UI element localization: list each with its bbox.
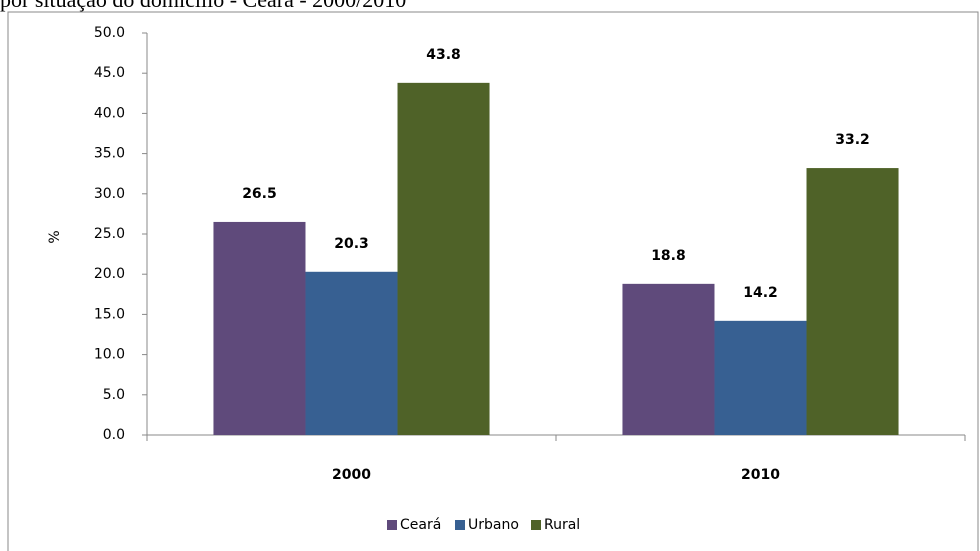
- y-tick-label: 50.0: [94, 25, 125, 41]
- bar: [213, 221, 306, 435]
- y-tick-label: 35.0: [94, 146, 125, 162]
- y-tick-label: 25.0: [94, 226, 125, 242]
- y-tick-label: 10.0: [94, 347, 125, 363]
- value-label: 33.2: [835, 132, 870, 148]
- value-label: 14.2: [743, 285, 778, 301]
- value-label: 20.3: [334, 236, 369, 252]
- y-tick-label: 20.0: [94, 266, 125, 282]
- x-tick-label: 2000: [332, 467, 371, 483]
- legend-label: Rural: [544, 517, 580, 533]
- value-label: 18.8: [651, 248, 686, 264]
- legend-label: Urbano: [468, 517, 519, 533]
- legend-label: Ceará: [400, 517, 441, 533]
- legend-swatch: [531, 520, 541, 530]
- y-tick-label: 40.0: [94, 105, 125, 121]
- x-tick-label: 2010: [741, 467, 780, 483]
- y-tick-label: 0.0: [103, 427, 125, 443]
- y-tick-label: 5.0: [103, 387, 125, 403]
- y-tick-label: 30.0: [94, 186, 125, 202]
- legend-swatch: [455, 520, 465, 530]
- value-label: 26.5: [242, 186, 277, 202]
- bar: [622, 283, 715, 435]
- value-label: 43.8: [426, 47, 461, 63]
- y-tick-label: 45.0: [94, 65, 125, 81]
- chart-title: por situação do domicílio - Ceará - 2000…: [0, 0, 406, 12]
- bar: [305, 271, 398, 435]
- bar: [806, 168, 899, 435]
- bar: [714, 320, 807, 435]
- bar: [397, 82, 490, 436]
- legend-swatch: [387, 520, 397, 530]
- y-axis-label: %: [47, 230, 63, 243]
- y-tick-label: 15.0: [94, 306, 125, 322]
